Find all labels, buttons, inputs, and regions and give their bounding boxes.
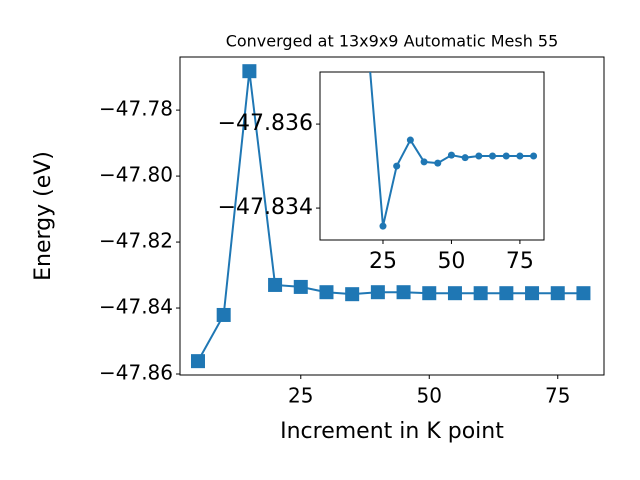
marker <box>242 64 257 79</box>
y-tick-label: −47.834 <box>218 195 313 220</box>
marker <box>268 277 283 292</box>
y-tick-label: −47.836 <box>218 111 313 136</box>
x-tick-label: 50 <box>417 384 442 408</box>
marker <box>434 159 442 167</box>
marker <box>473 286 488 301</box>
x-tick-label: 25 <box>369 249 397 274</box>
marker <box>293 279 308 294</box>
y-tick-label: −47.86 <box>99 361 173 385</box>
marker <box>393 162 401 170</box>
marker <box>525 286 540 301</box>
marker <box>216 307 231 322</box>
y-tick-label: −47.82 <box>99 229 173 253</box>
marker <box>420 158 428 166</box>
x-axis-label: Increment in K point <box>280 419 504 444</box>
x-tick-label: 25 <box>288 384 313 408</box>
marker <box>319 285 334 300</box>
marker <box>396 285 411 300</box>
marker <box>530 152 538 160</box>
marker <box>489 152 497 160</box>
y-tick-label: −47.84 <box>99 295 173 319</box>
chart-title: Converged at 13x9x9 Automatic Mesh 55 <box>226 32 559 51</box>
marker <box>422 286 437 301</box>
series <box>369 72 538 230</box>
x-tick-label: 75 <box>506 249 534 274</box>
marker <box>461 154 469 162</box>
marker <box>550 286 565 301</box>
y-axis-label: Energy (eV) <box>31 151 56 281</box>
marker <box>370 285 385 300</box>
marker <box>475 152 483 160</box>
marker <box>406 136 414 144</box>
marker <box>447 151 455 159</box>
marker <box>379 222 387 230</box>
marker <box>190 354 205 369</box>
marker <box>516 152 524 160</box>
y-tick-label: −47.78 <box>99 97 173 121</box>
series <box>190 64 591 369</box>
marker <box>499 286 514 301</box>
marker <box>447 286 462 301</box>
marker <box>576 286 591 301</box>
marker <box>345 287 360 302</box>
x-tick-label: 50 <box>437 249 465 274</box>
data-line <box>197 71 584 362</box>
y-tick-label: −47.80 <box>99 163 173 187</box>
marker <box>502 152 510 160</box>
x-tick-label: 75 <box>545 384 570 408</box>
